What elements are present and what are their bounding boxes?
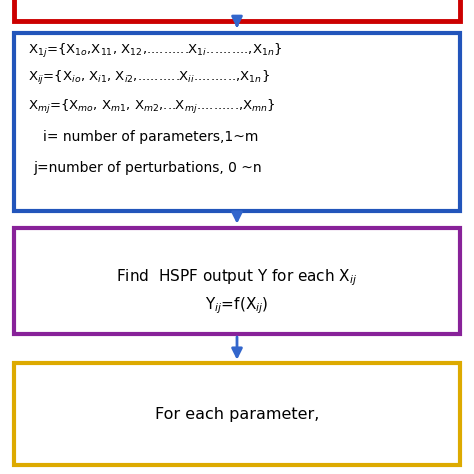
Text: X$_{1j}$={X$_{1o}$,X$_{11}$, X$_{12}$,..........X$_{1i}$..........,X$_{1n}$}: X$_{1j}$={X$_{1o}$,X$_{11}$, X$_{12}$,..… — [28, 42, 283, 60]
FancyBboxPatch shape — [14, 363, 460, 465]
Text: X$_{ij}$={X$_{io}$, X$_{i1}$, X$_{i2}$,..........X$_{ii}$..........,X$_{1n}$}: X$_{ij}$={X$_{io}$, X$_{i1}$, X$_{i2}$,.… — [28, 69, 270, 87]
Text: Find  HSPF output Y for each X$_{ij}$: Find HSPF output Y for each X$_{ij}$ — [116, 267, 358, 288]
Text: Y$_{ij}$=f(X$_{ij}$): Y$_{ij}$=f(X$_{ij}$) — [205, 295, 269, 316]
FancyBboxPatch shape — [14, 0, 460, 21]
Text: X$_{mj}$={X$_{mo}$, X$_{m1}$, X$_{m2}$,...X$_{mj}$..........,X$_{mn}$}: X$_{mj}$={X$_{mo}$, X$_{m1}$, X$_{m2}$,.… — [28, 98, 276, 116]
Text: i= number of parameters,1~m: i= number of parameters,1~m — [43, 129, 258, 144]
Text: For each parameter,: For each parameter, — [155, 407, 319, 422]
Text: j=number of perturbations, 0 ~n: j=number of perturbations, 0 ~n — [33, 161, 262, 175]
FancyBboxPatch shape — [14, 33, 460, 211]
FancyBboxPatch shape — [14, 228, 460, 334]
